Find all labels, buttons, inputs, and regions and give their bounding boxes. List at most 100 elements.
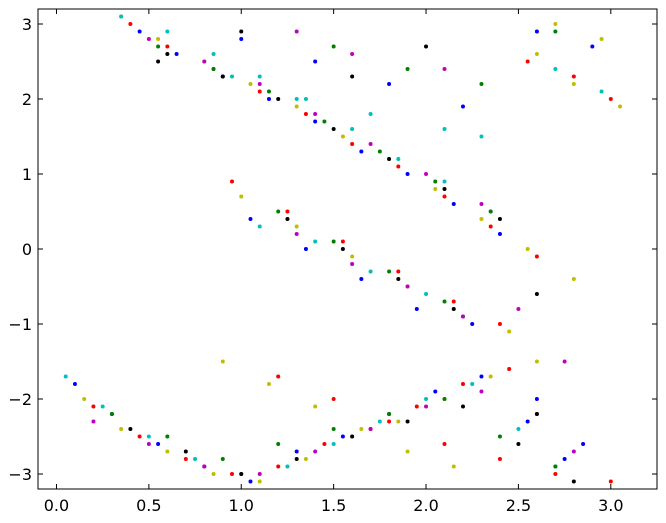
data-point: [350, 142, 355, 146]
data-point: [350, 254, 355, 259]
data-point: [128, 427, 133, 431]
data-point: [608, 479, 613, 484]
data-point: [294, 104, 299, 109]
series-4: [91, 29, 576, 476]
data-point: [460, 382, 465, 386]
data-point: [100, 404, 105, 409]
data-point: [165, 29, 170, 34]
data-point: [590, 44, 595, 49]
data-point: [534, 412, 539, 416]
data-point: [193, 457, 198, 461]
data-point: [442, 187, 447, 191]
data-point: [63, 374, 68, 379]
data-point: [479, 202, 484, 206]
data-point: [331, 44, 336, 49]
data-point: [350, 434, 355, 439]
data-point: [368, 112, 373, 116]
data-point: [303, 112, 308, 116]
data-point: [599, 89, 604, 94]
data-point: [165, 52, 170, 56]
data-point: [276, 209, 281, 214]
data-point: [156, 59, 161, 64]
data-point: [156, 44, 161, 49]
data-point: [285, 464, 290, 469]
data-point: [460, 314, 465, 319]
data-point: [239, 37, 244, 41]
data-point: [211, 52, 216, 56]
data-point: [331, 397, 336, 401]
data-point: [433, 187, 438, 191]
data-point: [183, 449, 188, 454]
data-point: [276, 97, 281, 101]
data-point: [220, 74, 225, 79]
data-point: [220, 457, 225, 461]
data-point: [266, 382, 271, 386]
data-point: [350, 127, 355, 131]
data-point: [396, 269, 401, 274]
data-point: [442, 179, 447, 184]
data-point: [424, 292, 429, 296]
data-point: [479, 134, 484, 139]
data-point: [248, 479, 253, 484]
data-point: [497, 217, 502, 221]
series-2: [72, 29, 595, 484]
data-point: [230, 74, 235, 79]
data-point: [497, 434, 502, 439]
data-point: [460, 404, 465, 409]
data-point: [479, 217, 484, 221]
data-point: [488, 374, 493, 379]
data-point: [257, 472, 262, 476]
data-point: [396, 157, 401, 161]
data-point: [442, 67, 447, 71]
data-point: [211, 67, 216, 71]
data-point: [359, 149, 364, 154]
data-point: [424, 404, 429, 409]
data-point: [239, 29, 244, 34]
data-point: [350, 262, 355, 266]
data-point: [516, 427, 521, 431]
data-point: [331, 442, 336, 446]
data-point: [562, 359, 567, 364]
x-tick-label: 0.0: [44, 496, 69, 515]
point-layer: [63, 14, 623, 484]
data-point: [165, 449, 170, 454]
data-point: [479, 389, 484, 394]
data-point: [294, 97, 299, 101]
data-point: [313, 449, 318, 454]
data-point: [599, 37, 604, 41]
data-point: [507, 367, 512, 371]
axes-frame: [37, 8, 658, 490]
data-point: [497, 457, 502, 461]
data-point: [248, 82, 253, 86]
data-point: [109, 412, 114, 416]
data-point: [460, 104, 465, 109]
data-point: [313, 119, 318, 124]
data-point: [562, 457, 567, 461]
x-tick-label: 2.0: [413, 496, 438, 515]
data-point: [387, 157, 392, 161]
data-point: [414, 307, 419, 311]
data-point: [470, 322, 475, 326]
data-point: [525, 247, 530, 251]
data-point: [119, 14, 124, 19]
data-point: [424, 44, 429, 49]
data-point: [322, 119, 327, 124]
data-point: [313, 239, 318, 244]
data-point: [442, 127, 447, 131]
data-point: [183, 457, 188, 461]
data-point: [553, 67, 558, 71]
data-point: [285, 209, 290, 214]
data-point: [405, 172, 410, 176]
data-point: [239, 472, 244, 476]
data-point: [174, 52, 179, 56]
data-point: [516, 442, 521, 446]
data-point: [146, 37, 151, 41]
data-point: [396, 419, 401, 424]
data-point: [405, 449, 410, 454]
x-tick-label: 2.5: [506, 496, 531, 515]
y-axis: 3 2 1 0 −1 −2 −3: [8, 15, 657, 484]
series-0: [82, 14, 623, 484]
data-point: [387, 82, 392, 86]
data-point: [303, 247, 308, 251]
data-point: [165, 434, 170, 439]
